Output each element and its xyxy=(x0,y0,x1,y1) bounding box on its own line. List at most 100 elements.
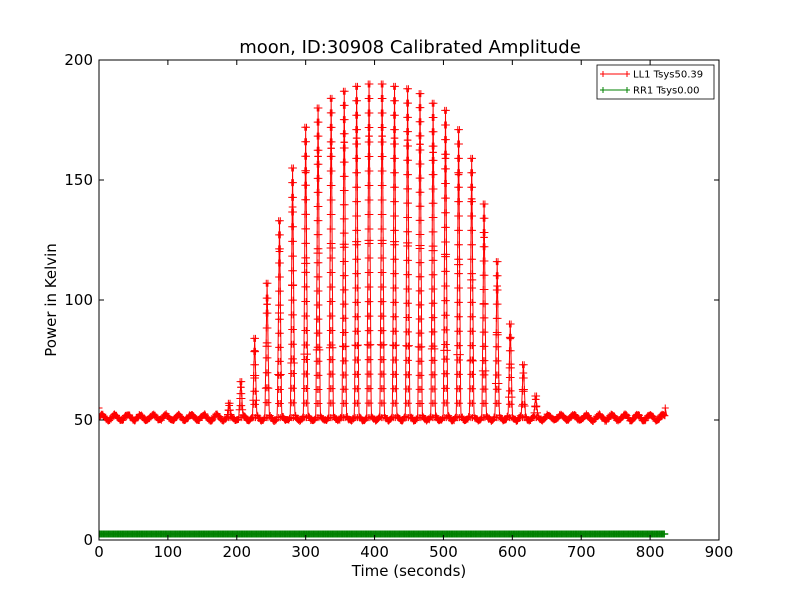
series-ll1-point xyxy=(247,414,255,422)
series-ll1-point xyxy=(401,412,409,420)
series-ll1-point xyxy=(302,414,310,422)
series-ll1-point xyxy=(341,328,349,336)
series-ll1-point xyxy=(417,90,425,98)
series-ll1-point xyxy=(252,334,260,342)
series-ll1-point xyxy=(302,196,310,204)
series-ll1-point xyxy=(379,80,387,88)
series-ll1-point xyxy=(404,213,412,221)
series-ll1-point xyxy=(417,216,425,224)
series-ll1-point xyxy=(507,400,515,408)
series-ll1-point xyxy=(238,414,246,422)
series-ll1-markers xyxy=(99,80,669,425)
series-ll1-point xyxy=(417,343,425,351)
series-ll1-point xyxy=(328,239,336,247)
series-ll1-point xyxy=(328,210,336,218)
series-ll1-point xyxy=(533,392,541,400)
series-ll1-point xyxy=(366,167,374,175)
series-ll1-point xyxy=(276,371,284,379)
series-rr1-point xyxy=(660,530,668,538)
series-ll1-point xyxy=(353,212,361,220)
series-ll1-point xyxy=(455,284,463,292)
series-ll1-point xyxy=(430,185,438,193)
series-ll1-point xyxy=(276,217,284,225)
series-ll1-point xyxy=(469,298,477,306)
series-ll1-point xyxy=(455,126,463,134)
series-ll1-point xyxy=(341,243,349,251)
series-ll1-point xyxy=(442,106,450,114)
series-ll1-point xyxy=(366,124,374,132)
series-ll1-point xyxy=(366,312,374,320)
series-ll1-point xyxy=(99,404,103,412)
series-ll1-point xyxy=(252,374,260,382)
series-ll1-point xyxy=(507,387,515,395)
series-ll1-point xyxy=(328,181,336,189)
series-ll1-point xyxy=(442,326,450,334)
series-ll1-point xyxy=(353,183,361,191)
legend-marker-ll1 xyxy=(600,71,606,77)
series-ll1-point xyxy=(315,315,323,323)
series-ll1-point xyxy=(289,355,297,363)
series-ll1-point xyxy=(328,356,336,364)
series-ll1-point xyxy=(302,167,310,175)
series-ll1-point xyxy=(264,399,272,407)
series-ll1-point xyxy=(366,240,374,248)
series-ll1-point xyxy=(430,113,438,121)
series-ll1-point xyxy=(661,404,669,412)
series-ll1-point xyxy=(442,180,450,188)
series-ll1-point xyxy=(315,273,323,281)
series-ll1-point xyxy=(417,273,425,281)
series-ll1-point xyxy=(481,300,489,308)
x-tick-label: 900 xyxy=(705,543,734,561)
series-ll1-point xyxy=(404,128,412,136)
series-ll1-point xyxy=(442,384,450,392)
series-ll1-point xyxy=(481,200,489,208)
x-tick-label: 100 xyxy=(154,543,183,561)
series-ll1-point xyxy=(289,326,297,334)
series-ll1-point xyxy=(455,270,463,278)
series-ll1-point xyxy=(417,160,425,168)
series-ll1-point xyxy=(341,371,349,379)
series-ll1-point xyxy=(353,111,361,119)
series-ll1-point xyxy=(366,153,374,161)
series-ll1-point xyxy=(391,327,399,335)
series-ll1-point xyxy=(315,301,323,309)
series-ll1-point xyxy=(289,164,297,172)
series-ll1-point xyxy=(481,228,489,236)
series-ll1-point xyxy=(404,171,412,179)
series-ll1-point xyxy=(455,370,463,378)
series-ll1-point xyxy=(455,399,463,407)
series-ll1-point xyxy=(469,313,477,321)
series-ll1-point xyxy=(363,414,371,422)
series-ll1-point xyxy=(328,167,336,175)
series-ll1-point xyxy=(341,257,349,265)
series-ll1-point xyxy=(494,329,502,337)
series-ll1-point xyxy=(341,272,349,280)
series-ll1-point xyxy=(442,355,450,363)
series-ll1-point xyxy=(494,343,502,351)
series-ll1-point xyxy=(315,231,323,239)
series-ll1-point xyxy=(341,215,349,223)
series-ll1-point xyxy=(366,269,374,277)
series-ll1-point xyxy=(302,225,310,233)
series-ll1-point xyxy=(429,148,437,156)
series-ll1-point xyxy=(451,414,459,422)
series-ll1-point xyxy=(276,329,284,337)
series-ll1-point xyxy=(290,359,298,367)
series-ll1-point xyxy=(494,399,502,407)
series-ll1-point xyxy=(378,132,386,140)
series-ll1-point xyxy=(417,118,425,126)
series-ll1-point xyxy=(302,152,310,160)
series-ll1-point xyxy=(481,414,489,422)
series-ll1-point xyxy=(353,313,361,321)
series-ll1-point xyxy=(276,259,284,267)
series-ll1-point xyxy=(276,245,284,253)
series-ll1-point xyxy=(289,281,297,289)
series-ll1-point xyxy=(417,371,425,379)
series-ll1-point xyxy=(571,411,579,419)
series-ll1-point xyxy=(277,309,285,317)
series-ll1-point xyxy=(430,414,438,422)
series-ll1-point xyxy=(469,276,477,284)
series-ll1-point xyxy=(239,406,247,414)
series-ll1-point xyxy=(315,146,323,154)
series-ll1-point xyxy=(315,414,323,422)
